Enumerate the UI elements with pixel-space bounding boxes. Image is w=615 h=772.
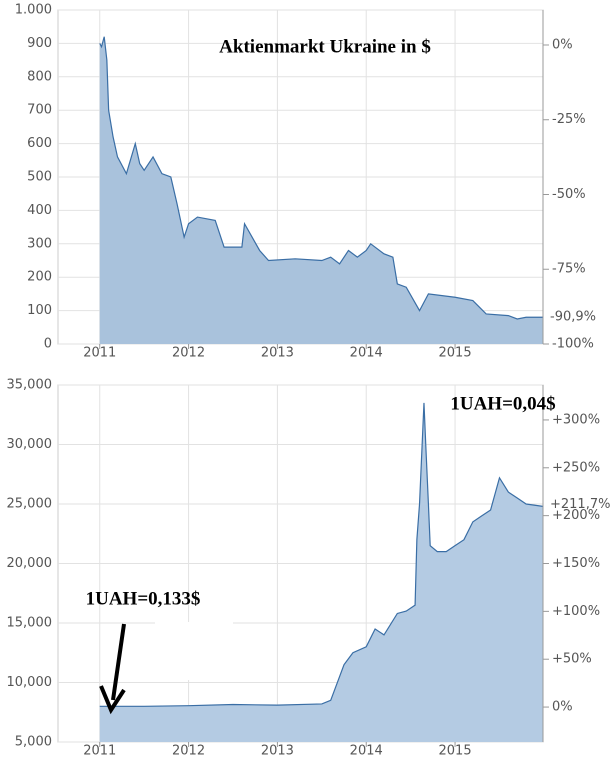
y-tick-label: 20,000 [7, 556, 53, 571]
x-tick-label: 2013 [261, 346, 294, 361]
y-tick-label: 500 [27, 170, 52, 185]
y-tick-label: 200 [27, 270, 52, 285]
y2-tick-label: 0% [552, 700, 573, 715]
line [99, 402, 544, 707]
y2-tick-label: +50% [552, 652, 592, 667]
y2-tick-label: +150% [552, 556, 600, 571]
y-tick-label: 25,000 [7, 497, 53, 512]
x-tick-label: 2015 [439, 744, 472, 759]
x-tick-label: 2011 [83, 744, 116, 759]
y-tick-label: 0 [44, 337, 52, 352]
y2-tick-label: -75% [552, 262, 586, 277]
y2-tick-label: +100% [552, 604, 600, 619]
y-tick-label: 10,000 [7, 675, 53, 690]
current-change: +211,7% [550, 497, 610, 512]
x-tick-label: 2014 [350, 346, 383, 361]
x-tick-label: 2012 [172, 346, 205, 361]
y2-tick-label: +250% [552, 460, 600, 475]
y-tick-label: 400 [27, 203, 52, 218]
x-tick-label: 2013 [261, 744, 294, 759]
x-tick-label: 2015 [439, 346, 472, 361]
y-tick-label: 5,000 [15, 735, 52, 750]
y2-tick-label: -25% [552, 112, 586, 127]
y-tick-label: 800 [27, 69, 52, 84]
y2-tick-label: +200% [552, 508, 600, 523]
annotation: 1UAH=0,133$ [86, 588, 201, 609]
y-tick-label: 15,000 [7, 616, 53, 631]
y-tick-label: 700 [27, 103, 52, 118]
current-change: -90,9% [550, 309, 596, 324]
y2-tick-label: -100% [552, 337, 594, 352]
mask-box [155, 622, 233, 680]
x-tick-label: 2014 [350, 744, 383, 759]
y2-tick-label: -50% [552, 187, 586, 202]
y-tick-label: 100 [27, 303, 52, 318]
x-tick-label: 2012 [172, 744, 205, 759]
arrow-shaft [111, 623, 126, 701]
arrow-head [99, 685, 126, 715]
y-tick-label: 600 [27, 136, 52, 151]
y-tick-label: 35,000 [7, 378, 53, 393]
area [99, 402, 543, 742]
x-tick-label: 2011 [83, 346, 116, 361]
chart-title: Aktienmarkt Ukraine in $ [219, 36, 431, 57]
y-tick-label: 900 [27, 36, 52, 51]
y-tick-label: 300 [27, 236, 52, 251]
y2-tick-label: +300% [552, 412, 600, 427]
annotation: 1UAH=0,04$ [450, 393, 555, 414]
area [99, 36, 543, 344]
y2-tick-label: 0% [552, 37, 573, 52]
line [99, 36, 543, 320]
y-tick-label: 30,000 [7, 437, 53, 452]
y-tick-label: 1.000 [15, 3, 52, 18]
